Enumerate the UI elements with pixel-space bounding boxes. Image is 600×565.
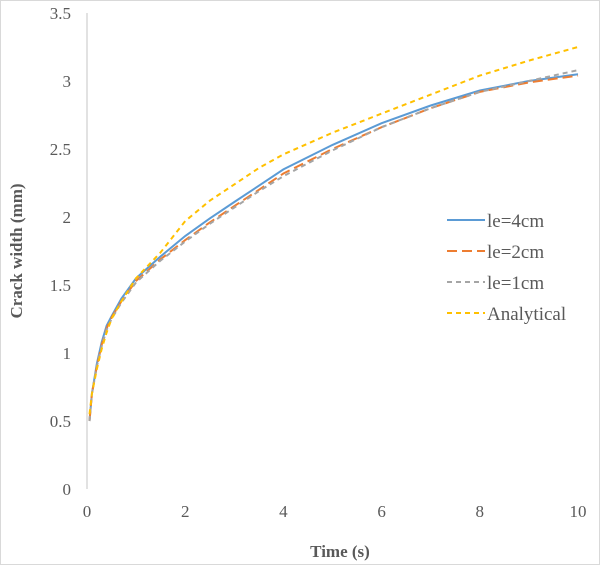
legend: le=4cm le=2cm le=1cm Analytical [447,211,566,325]
y-axis-title: Crack width (mm) [7,183,26,318]
x-tick-label: 6 [377,502,386,521]
y-tick-label: 1 [63,344,72,363]
series-line-le-1cm [88,69,579,422]
legend-label: le=4cm [487,211,544,232]
x-tick-label: 0 [83,502,92,521]
x-tick-label: 2 [181,502,190,521]
series-line-analytical [88,46,579,415]
y-tick-label: 2 [63,208,72,227]
y-tick-label: 3 [63,72,72,91]
y-tick-label: 0 [63,480,72,499]
y-tick-label: 0.5 [50,412,71,431]
legend-label: le=2cm [487,242,544,263]
x-tick-label: 8 [476,502,485,521]
series-line-le-2cm [88,74,579,422]
x-tick-label: 10 [570,502,587,521]
x-tick-label: 4 [279,502,288,521]
y-tick-label: 1.5 [50,276,71,295]
y-tick-label: 3.5 [50,4,71,23]
legend-label: le=1cm [487,273,544,294]
y-tick-label: 2.5 [50,140,71,159]
x-axis-title: Time (s) [310,542,370,561]
legend-label: Analytical [487,304,566,325]
